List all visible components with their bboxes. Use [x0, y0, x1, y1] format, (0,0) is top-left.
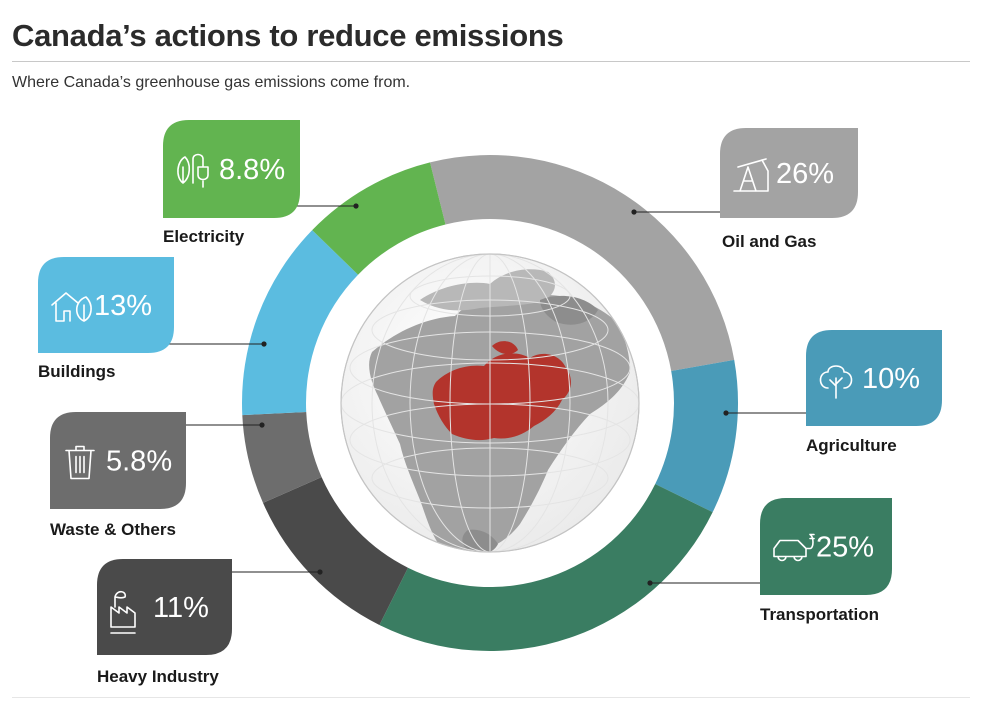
- plug-leaf-icon: [177, 153, 209, 188]
- card-percentage: 13%: [94, 290, 152, 322]
- card-electricity: 8.8%: [163, 120, 300, 218]
- leader-dot-buildings: [261, 341, 267, 347]
- category-label-agriculture: Agriculture: [806, 436, 897, 455]
- donut-slice-agriculture: [655, 359, 738, 513]
- leader-dot-waste-and-others: [259, 422, 265, 428]
- donut-slice-transportation: [379, 484, 713, 651]
- leader-dot-electricity: [353, 203, 359, 209]
- house-leaf-icon: [51, 292, 92, 322]
- card-percentage: 25%: [816, 532, 874, 564]
- card-agriculture: 10%: [806, 330, 942, 426]
- donut-slice-oil-and-gas: [430, 154, 735, 371]
- donut-slice-buildings: [242, 230, 359, 416]
- card-transportation: 25%: [760, 498, 892, 595]
- card-percentage: 5.8%: [106, 446, 172, 478]
- category-label-transportation: Transportation: [760, 605, 879, 624]
- leader-dot-heavy-industry: [317, 569, 323, 575]
- factory-icon: [110, 590, 136, 634]
- footer-divider: [12, 697, 970, 698]
- category-label-waste-and-others: Waste & Others: [50, 520, 176, 539]
- category-label-electricity: Electricity: [163, 227, 245, 246]
- card-waste-and-others: 5.8%: [50, 412, 186, 509]
- donut-slice-heavy-industry: [263, 477, 408, 625]
- card-oil-and-gas: 26%: [720, 128, 858, 218]
- card-background: [38, 257, 174, 353]
- leader-dot-agriculture: [723, 410, 729, 416]
- trash-can-icon: [65, 445, 95, 480]
- card-background: [720, 128, 858, 218]
- category-label-oil-and-gas: Oil and Gas: [722, 232, 816, 251]
- category-label-heavy-industry: Heavy Industry: [97, 667, 219, 686]
- card-percentage: 10%: [862, 363, 920, 395]
- card-background: [163, 120, 300, 218]
- leader-dot-oil-and-gas: [631, 209, 637, 215]
- page-title: Canada’s actions to reduce emissions: [12, 18, 564, 53]
- category-label-buildings: Buildings: [38, 362, 115, 381]
- card-buildings: 13%: [38, 257, 174, 353]
- card-background: [760, 498, 892, 595]
- north-america-globe-icon: [340, 253, 640, 553]
- oil-pump-icon: [733, 158, 769, 192]
- card-percentage: 8.8%: [219, 154, 285, 186]
- tree-icon: [819, 365, 853, 399]
- card-background: [50, 412, 186, 509]
- title-divider: [12, 61, 970, 62]
- electric-car-icon: [773, 533, 815, 562]
- donut-slice-electricity: [312, 162, 446, 275]
- card-percentage: 26%: [776, 158, 834, 190]
- card-percentage: 11%: [153, 592, 209, 624]
- card-background: [806, 330, 942, 426]
- donut-slice-waste-and-others: [242, 411, 322, 503]
- card-heavy-industry: 11%: [97, 559, 232, 655]
- page-subtitle: Where Canada’s greenhouse gas emissions …: [12, 74, 411, 91]
- leader-dot-transportation: [647, 580, 653, 586]
- card-background: [97, 559, 232, 655]
